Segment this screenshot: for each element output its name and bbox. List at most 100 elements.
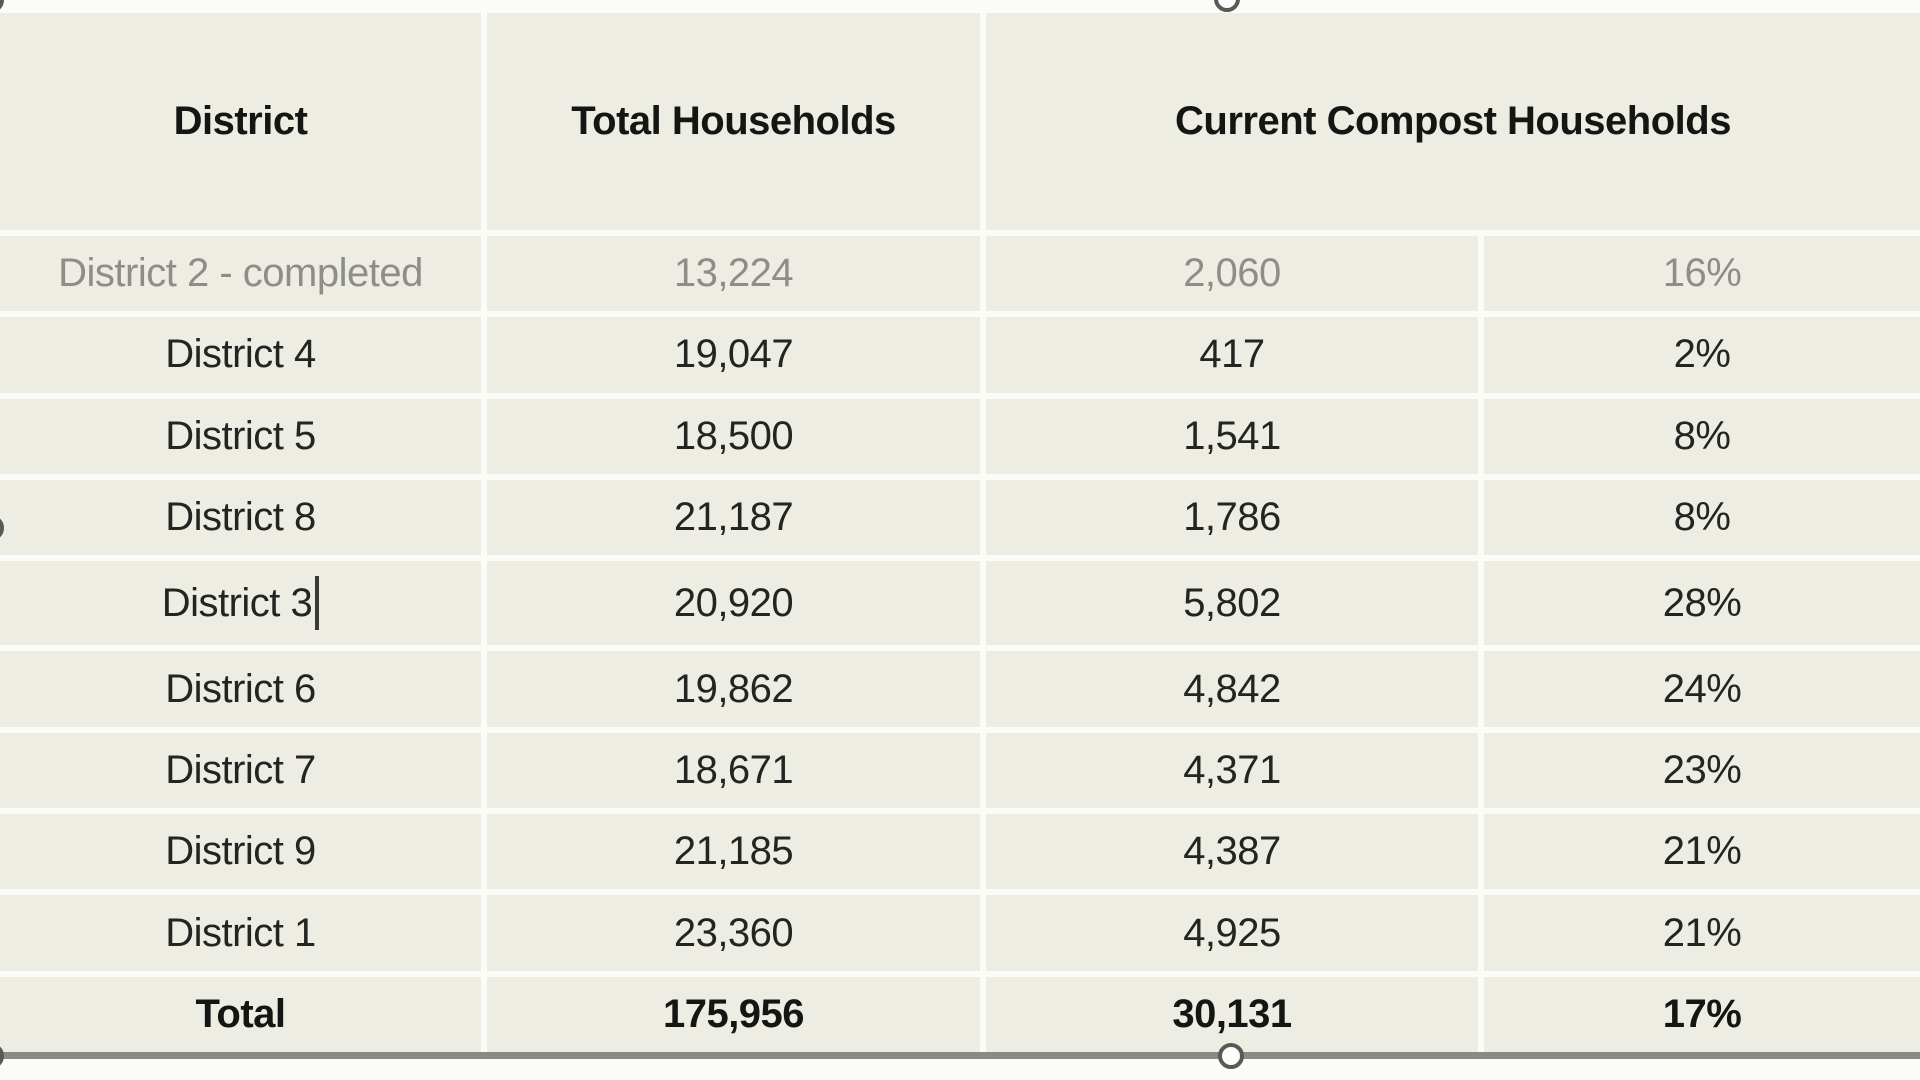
district-cell[interactable]: District 7 (0, 732, 481, 809)
compost-households-cell-text: 417 (1199, 332, 1265, 377)
header-current-compost-households[interactable]: Current Compost Households (986, 13, 1920, 230)
table-row: District 3 20,920 5,802 28% (0, 561, 1920, 646)
compost-households-cell-text: 1,541 (1183, 413, 1281, 458)
compost-percent-cell-text: 17% (1662, 991, 1742, 1036)
table-row: District 1 23,360 4,925 21% (0, 895, 1920, 971)
selection-handle-bottom-center[interactable] (1218, 1043, 1244, 1069)
compost-households-cell[interactable]: 4,387 (986, 814, 1478, 890)
compost-households-cell-text: 5,802 (1183, 580, 1281, 625)
total-households-cell-text: 18,671 (673, 747, 794, 792)
compost-percent-cell[interactable]: 8% (1484, 398, 1920, 474)
compost-households-cell[interactable]: 2,060 (986, 236, 1478, 312)
compost-percent-cell-text: 23% (1662, 747, 1742, 792)
district-cell-text: District 9 (165, 829, 316, 874)
total-households-cell-text: 175,956 (662, 991, 805, 1036)
compost-households-cell[interactable]: 1,541 (986, 398, 1478, 474)
compost-households-cell[interactable]: 4,842 (986, 651, 1478, 727)
total-households-cell[interactable]: 23,360 (487, 895, 980, 971)
compost-households-cell-text: 4,842 (1183, 666, 1281, 711)
compost-households-cell-text: 30,131 (1172, 991, 1292, 1036)
total-households-cell[interactable]: 21,185 (487, 814, 980, 890)
compost-households-cell[interactable]: 4,371 (986, 732, 1478, 809)
district-cell-text: District 1 (165, 910, 316, 955)
district-cell-text: District 3 (161, 580, 313, 625)
compost-percent-cell-text: 8% (1673, 495, 1731, 540)
total-households-cell[interactable]: 19,862 (487, 651, 980, 727)
total-households-cell[interactable]: 20,920 (487, 561, 980, 646)
compost-households-cell-text: 2,060 (1183, 251, 1281, 296)
selection-handle-top-center[interactable] (1214, 0, 1240, 12)
total-households-cell[interactable]: 18,500 (487, 398, 980, 474)
total-households-cell-text: 20,920 (673, 580, 794, 625)
compost-percent-cell-text: 16% (1662, 251, 1742, 296)
total-households-cell-text: 23,360 (673, 910, 794, 955)
table-row: District 6 19,862 4,842 24% (0, 651, 1920, 727)
total-households-cell[interactable]: 21,187 (487, 479, 980, 556)
compost-percent-cell[interactable]: 24% (1484, 651, 1920, 727)
compost-percent-cell[interactable]: 23% (1484, 732, 1920, 809)
compost-percent-cell[interactable]: 21% (1484, 814, 1920, 890)
compost-households-cell[interactable]: 30,131 (986, 976, 1478, 1052)
district-cell[interactable]: District 6 (0, 651, 481, 727)
compost-percent-cell[interactable]: 2% (1484, 317, 1920, 393)
table-row: District 9 21,185 4,387 21% (0, 814, 1920, 890)
total-households-cell-text: 18,500 (673, 413, 794, 458)
district-cell-text: District 2 - completed (58, 251, 423, 296)
table-bottom-border (0, 1052, 1920, 1059)
text-cursor (315, 576, 320, 631)
district-cell[interactable]: District 9 (0, 814, 481, 890)
district-cell[interactable]: Total (0, 976, 481, 1052)
compost-percent-cell-text: 8% (1673, 413, 1731, 458)
compost-households-cell-text: 4,371 (1183, 747, 1281, 792)
header-total-households[interactable]: Total Households (487, 13, 980, 230)
table-total-row: Total 175,956 30,131 17% (0, 976, 1920, 1052)
total-households-cell-text: 19,047 (673, 332, 794, 377)
table-row: District 8 21,187 1,786 8% (0, 479, 1920, 556)
total-households-cell-text: 21,187 (673, 495, 794, 540)
compost-households-cell[interactable]: 417 (986, 317, 1478, 393)
compost-percent-cell-text: 24% (1662, 666, 1742, 711)
compost-percent-cell[interactable]: 28% (1484, 561, 1920, 646)
header-district[interactable]: District (0, 13, 481, 230)
total-households-cell[interactable]: 19,047 (487, 317, 980, 393)
total-households-cell-text: 19,862 (673, 666, 794, 711)
compost-households-cell-text: 1,786 (1183, 495, 1281, 540)
compost-households-cell-text: 4,387 (1183, 829, 1281, 874)
compost-percent-cell-text: 28% (1662, 580, 1742, 625)
total-households-cell[interactable]: 175,956 (487, 976, 980, 1052)
compost-households-cell[interactable]: 1,786 (986, 479, 1478, 556)
compost-households-cell-text: 4,925 (1183, 910, 1281, 955)
district-cell-text: District 5 (165, 413, 316, 458)
district-cell-text: District 4 (165, 332, 316, 377)
compost-percent-cell-text: 21% (1662, 910, 1742, 955)
table-row: District 2 - completed 13,224 2,060 16% (0, 236, 1920, 312)
compost-percent-cell[interactable]: 8% (1484, 479, 1920, 556)
table-header-row: District Total Households Current Compos… (0, 13, 1920, 230)
total-households-cell-text: 13,224 (673, 251, 794, 296)
table-row: District 7 18,671 4,371 23% (0, 732, 1920, 809)
district-cell[interactable]: District 5 (0, 398, 481, 474)
compost-households-cell[interactable]: 4,925 (986, 895, 1478, 971)
selection-handle-top-left[interactable] (0, 0, 4, 13)
district-cell-text: District 8 (165, 495, 316, 540)
district-cell-text: Total (195, 991, 286, 1036)
compost-households-cell[interactable]: 5,802 (986, 561, 1478, 646)
compost-percent-cell[interactable]: 17% (1484, 976, 1920, 1052)
district-cell[interactable]: District 1 (0, 895, 481, 971)
total-households-cell[interactable]: 13,224 (487, 236, 980, 312)
compost-table[interactable]: District Total Households Current Compos… (0, 13, 1920, 1052)
total-households-cell[interactable]: 18,671 (487, 732, 980, 809)
district-cell[interactable]: District 8 (0, 479, 481, 556)
district-cell-text: District 6 (165, 666, 316, 711)
district-cell[interactable]: District 4 (0, 317, 481, 393)
compost-percent-cell-text: 21% (1662, 829, 1742, 874)
table-row: District 4 19,047 417 2% (0, 317, 1920, 393)
district-cell-text: District 7 (165, 747, 316, 792)
district-cell[interactable]: District 2 - completed (0, 236, 481, 312)
compost-percent-cell[interactable]: 21% (1484, 895, 1920, 971)
district-cell[interactable]: District 3 (0, 561, 481, 646)
total-households-cell-text: 21,185 (673, 829, 794, 874)
table-row: District 5 18,500 1,541 8% (0, 398, 1920, 474)
compost-percent-cell[interactable]: 16% (1484, 236, 1920, 312)
